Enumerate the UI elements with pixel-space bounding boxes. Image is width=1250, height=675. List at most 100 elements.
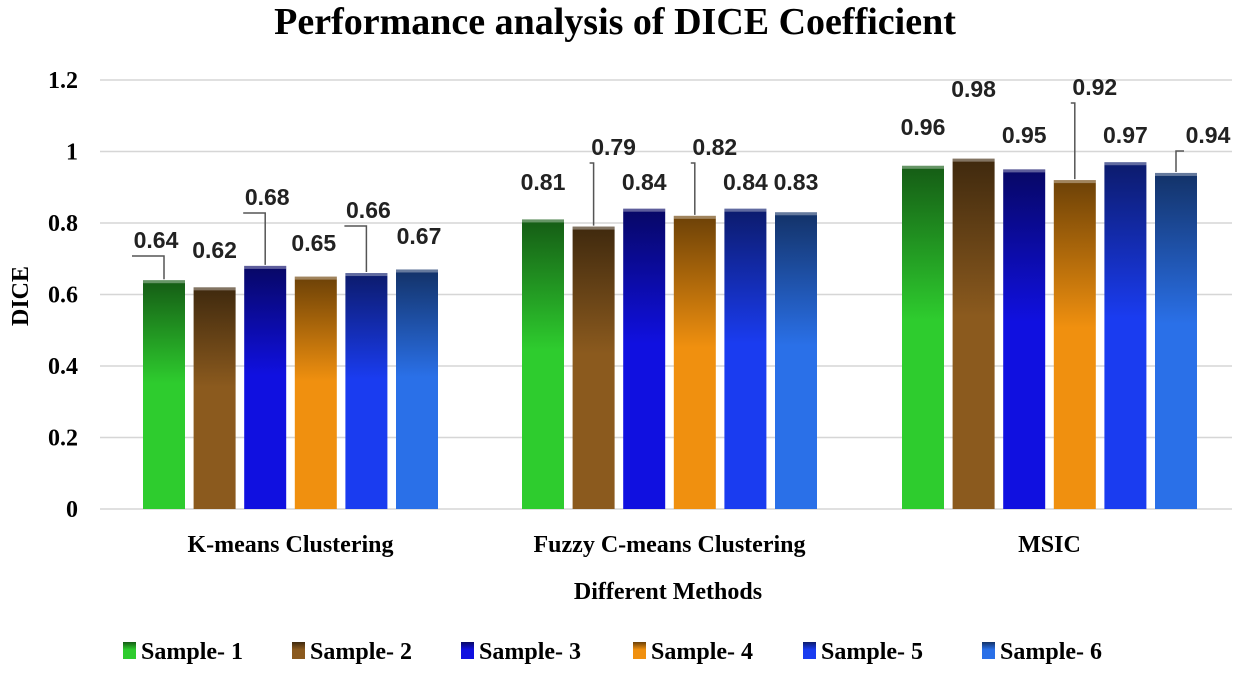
- bar-top-highlight: [1104, 162, 1147, 166]
- bar-top-highlight: [902, 165, 944, 169]
- x-axis-category-labels: K-means Clustering Fuzzy C-means Clusteri…: [188, 532, 1081, 558]
- x-category-label: K-means Clustering: [188, 532, 394, 558]
- legend-item-sample-1: Sample- 1: [123, 639, 243, 665]
- bar-1-sample-4: [294, 276, 337, 509]
- y-axis-ticks: 0 0.2 0.4 0.6 0.8 1 1.2: [48, 68, 78, 523]
- legend: Sample- 1 Sample- 2 Sample- 3 Sample- 4 Samp…: [123, 639, 1102, 665]
- bar-1-sample-5: [345, 273, 388, 509]
- bar-top-highlight: [1155, 172, 1197, 176]
- data-label: 0.94: [1186, 122, 1231, 148]
- bar-top-highlight: [1053, 180, 1096, 184]
- legend-label: Sample- 1: [141, 639, 243, 665]
- legend-swatch: [123, 642, 136, 659]
- x-category-label: MSIC: [1018, 532, 1081, 558]
- data-label: 0.67: [397, 223, 442, 249]
- x-axis-title: Different Methods: [574, 579, 762, 605]
- legend-swatch: [292, 642, 305, 659]
- bar-2-sample-4: [673, 215, 716, 509]
- legend-swatch: [982, 642, 995, 659]
- data-label: 0.92: [1072, 74, 1117, 100]
- bar-2-sample-1: [522, 219, 564, 510]
- bar-top-highlight: [775, 212, 817, 216]
- bar-3-sample-4: [1053, 180, 1096, 509]
- data-label: 0.65: [291, 230, 336, 256]
- data-label: 0.98: [951, 76, 996, 102]
- bar-top-highlight: [244, 265, 287, 269]
- label-leader: [243, 212, 266, 265]
- bar-top-highlight: [522, 219, 564, 223]
- data-label: 0.68: [245, 184, 290, 210]
- data-label: 0.81: [521, 169, 566, 195]
- bar-top-highlight: [1003, 169, 1046, 173]
- y-tick-label: 0.4: [48, 354, 78, 380]
- bar-top-highlight: [396, 269, 438, 273]
- data-label: 0.79: [591, 134, 636, 160]
- y-tick-label: 0.8: [48, 211, 78, 237]
- y-tick-label: 0.6: [48, 283, 78, 309]
- bar-top-highlight: [572, 226, 615, 230]
- bar-2-sample-3: [623, 208, 666, 509]
- bar-top-highlight: [623, 208, 666, 212]
- legend-label: Sample- 6: [1000, 639, 1102, 665]
- legend-item-sample-5: Sample- 5: [803, 639, 923, 665]
- x-category-label: Fuzzy C-means Clustering: [534, 532, 806, 558]
- y-tick-label: 0.2: [48, 426, 78, 452]
- bar-2-sample-6: [775, 212, 817, 509]
- bars: [143, 158, 1197, 510]
- y-tick-label: 0: [66, 497, 78, 523]
- bar-3-sample-6: [1155, 172, 1197, 509]
- bar-top-highlight: [143, 280, 185, 284]
- y-tick-label: 1.2: [48, 68, 78, 94]
- bar-3-sample-3: [1003, 169, 1046, 509]
- data-label: 0.66: [346, 197, 391, 223]
- legend-item-sample-2: Sample- 2: [292, 639, 412, 665]
- bar-3-sample-1: [902, 165, 944, 510]
- data-label: 0.82: [692, 134, 737, 160]
- data-label: 0.62: [192, 237, 237, 263]
- label-leader: [1175, 150, 1184, 172]
- bar-1-sample-1: [143, 280, 185, 509]
- data-label: 0.96: [901, 114, 946, 140]
- bar-top-highlight: [952, 158, 995, 162]
- data-label: 0.83: [774, 169, 819, 195]
- legend-swatch: [461, 642, 474, 659]
- bar-top-highlight: [345, 273, 388, 277]
- legend-item-sample-6: Sample- 6: [982, 639, 1102, 665]
- label-leader: [589, 162, 595, 226]
- label-leader: [132, 255, 165, 280]
- y-axis-title: DICE: [8, 266, 34, 326]
- legend-label: Sample- 2: [310, 639, 412, 665]
- data-label: 0.84: [723, 169, 768, 195]
- y-tick-label: 1: [66, 140, 78, 166]
- data-label: 0.64: [134, 227, 179, 253]
- grid-lines: [100, 79, 1232, 510]
- label-leader: [690, 162, 696, 215]
- bar-top-highlight: [193, 287, 236, 291]
- data-label: 0.95: [1002, 122, 1047, 148]
- bar-3-sample-2: [952, 158, 995, 509]
- legend-item-sample-4: Sample- 4: [633, 639, 753, 665]
- label-leader: [344, 225, 368, 273]
- bar-top-highlight: [724, 208, 767, 212]
- label-leader-lines: [132, 102, 1184, 280]
- bar-top-highlight: [294, 276, 337, 280]
- legend-label: Sample- 4: [651, 639, 753, 665]
- legend-item-sample-3: Sample- 3: [461, 639, 581, 665]
- label-leader: [1070, 102, 1076, 180]
- bar-3-sample-5: [1104, 162, 1147, 509]
- bar-2-sample-2: [572, 226, 615, 509]
- chart-title: Performance analysis of DICE Coefficient: [274, 1, 956, 43]
- legend-swatch: [803, 642, 816, 659]
- data-label: 0.97: [1103, 122, 1148, 148]
- bar-top-highlight: [673, 215, 716, 219]
- bar-1-sample-2: [193, 287, 236, 509]
- data-labels: 0.64 0.62 0.680.65 0.660.67 0.81 0.79 0.84 0.82…: [134, 74, 1231, 263]
- legend-swatch: [633, 642, 646, 659]
- bar-2-sample-5: [724, 208, 767, 509]
- bar-1-sample-6: [396, 269, 438, 509]
- data-label: 0.84: [622, 169, 667, 195]
- bar-1-sample-3: [244, 265, 287, 509]
- legend-label: Sample- 5: [821, 639, 923, 665]
- legend-label: Sample- 3: [479, 639, 581, 665]
